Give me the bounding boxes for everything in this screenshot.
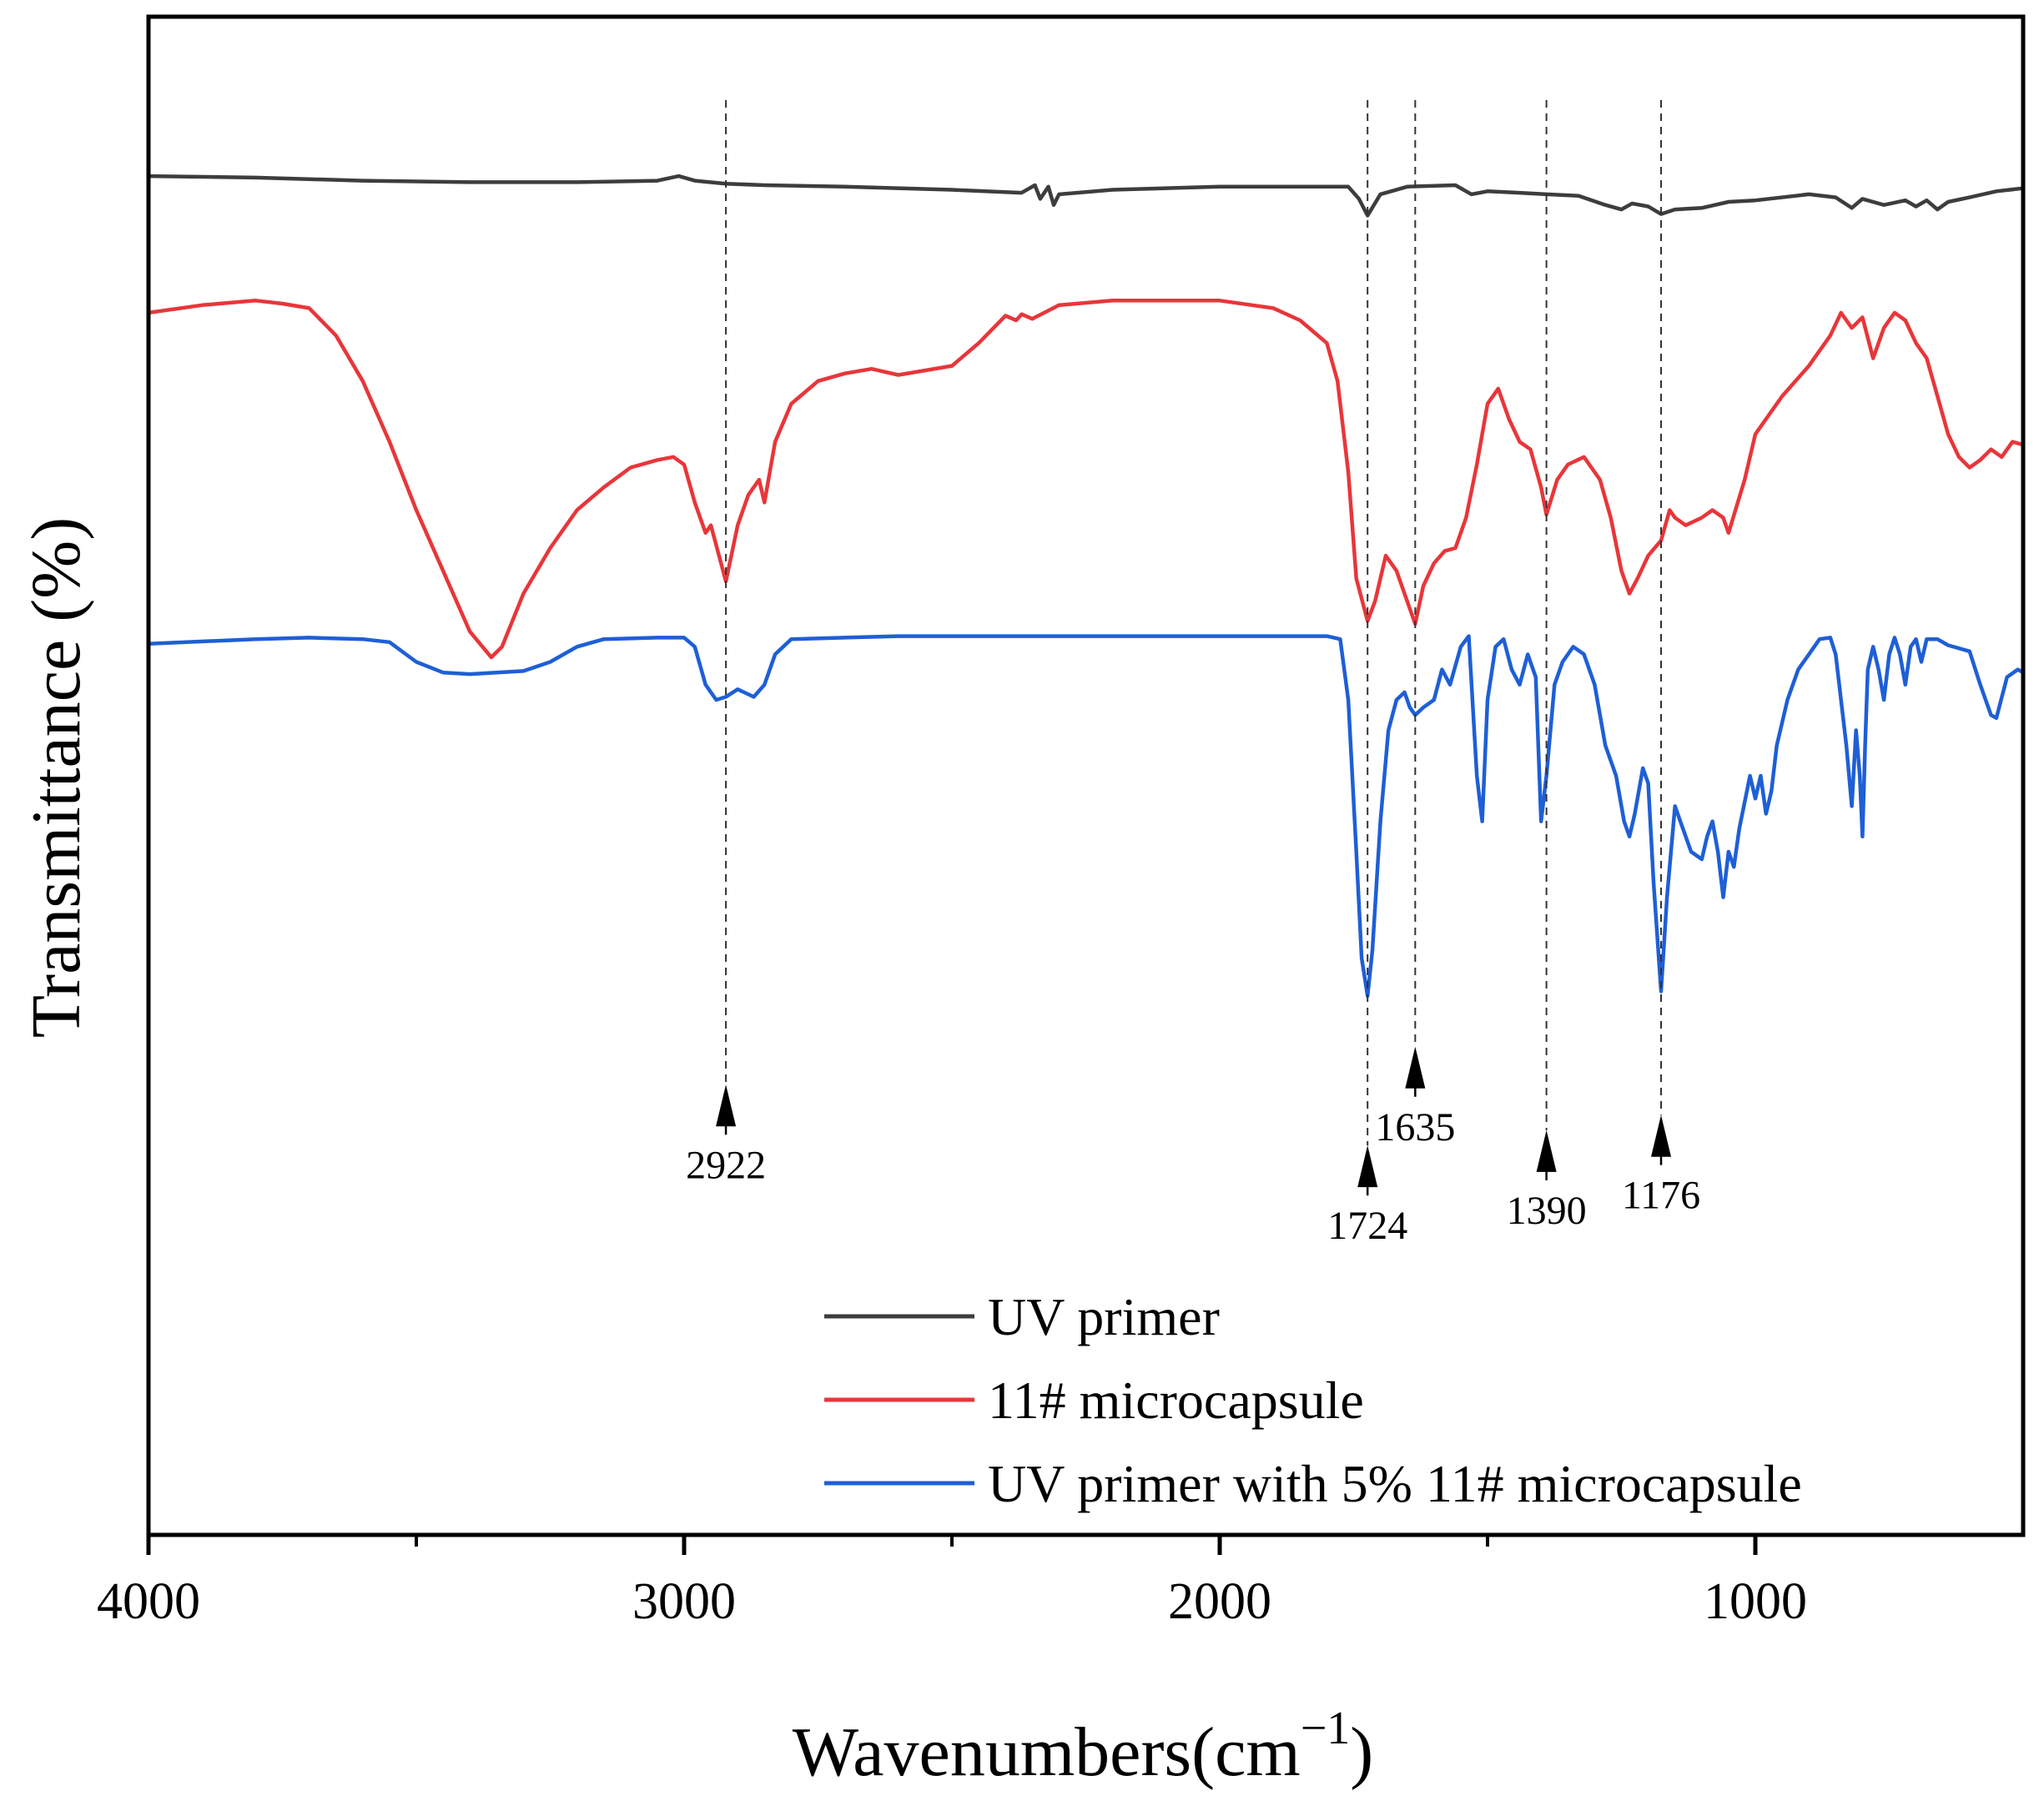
x-tick-label-2000: 2000: [1168, 1573, 1271, 1630]
series-line-2: [148, 299, 2024, 660]
x-axis-title-close: ): [1350, 1713, 1373, 1791]
x-axis-title-superscript: −1: [1301, 1703, 1351, 1754]
arrow-head-1390: [1536, 1129, 1557, 1172]
arrow-head-1176: [1651, 1114, 1672, 1157]
x-tick-label-1000: 1000: [1704, 1573, 1807, 1630]
arrow-head-1724: [1357, 1145, 1378, 1188]
annotation-layer: 2922 1724 1635 1390 1176: [686, 100, 1700, 1248]
x-tick-label-3000: 3000: [632, 1573, 736, 1630]
legend: UV primer 11# microcapsule UV primer with …: [824, 1287, 1802, 1513]
series-line-3: [148, 634, 2025, 999]
annotation-label-1724: 1724: [1327, 1204, 1407, 1248]
legend-label-2: 11# microcapsule: [988, 1371, 1364, 1430]
x-tick-label-4000: 4000: [97, 1573, 200, 1630]
x-axis-title-main: Wavenumbers(cm: [793, 1713, 1301, 1791]
annotation-label-1390: 1390: [1507, 1189, 1587, 1233]
axis-layer: 4000 3000 2000 1000: [97, 14, 2026, 1630]
annotation-label-1176: 1176: [1622, 1174, 1700, 1218]
legend-label-1: UV primer: [988, 1287, 1220, 1346]
y-axis-title: Transmittance (%): [18, 517, 95, 1038]
arrow-head-2922: [716, 1084, 737, 1127]
arrow-head-1635: [1405, 1046, 1426, 1089]
legend-label-3: UV primer with 5% 11# microcapsule: [988, 1454, 1802, 1513]
series-layer: [148, 174, 2025, 999]
annotation-label-1635: 1635: [1375, 1105, 1455, 1150]
plot-frame: [146, 14, 2026, 1537]
x-axis-title: Wavenumbers(cm−1): [793, 1703, 1374, 1791]
series-line-1: [148, 174, 2024, 218]
annotation-label-2922: 2922: [686, 1143, 766, 1187]
